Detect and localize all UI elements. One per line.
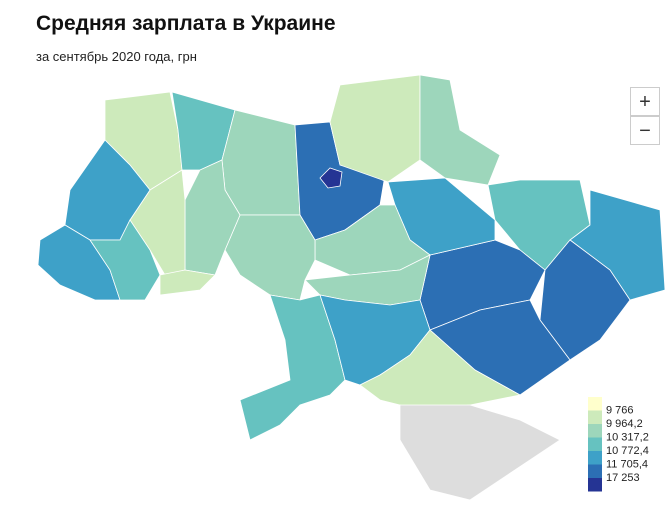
legend-label: 10 317,2 [606,431,649,443]
region[interactable] [159,269,216,296]
legend-label: 17 253 [606,472,640,484]
region[interactable] [419,74,501,186]
legend-swatch [588,424,602,438]
legend-swatch [588,437,602,451]
legend-swatch [588,478,602,492]
legend-label: 9 766 [606,404,634,416]
legend-label: 10 772,4 [606,445,649,457]
region[interactable] [329,74,421,183]
legend-swatch [588,451,602,465]
region[interactable] [539,239,631,361]
region[interactable] [224,214,316,301]
legend-swatch [588,410,602,424]
region[interactable] [319,167,343,189]
zoom-out-button[interactable]: − [630,116,660,145]
legend-swatch [588,464,602,478]
zoom-in-button[interactable]: + [630,87,660,116]
legend-label: 11 705,4 [606,458,648,470]
legend-swatch [588,397,602,411]
region[interactable] [221,109,301,216]
region[interactable] [399,404,561,501]
title: Средняя зарплата в Украине [36,12,336,35]
legend-label: 9 964,2 [606,418,643,430]
subtitle: за сентябрь 2020 года, грн [36,49,197,64]
